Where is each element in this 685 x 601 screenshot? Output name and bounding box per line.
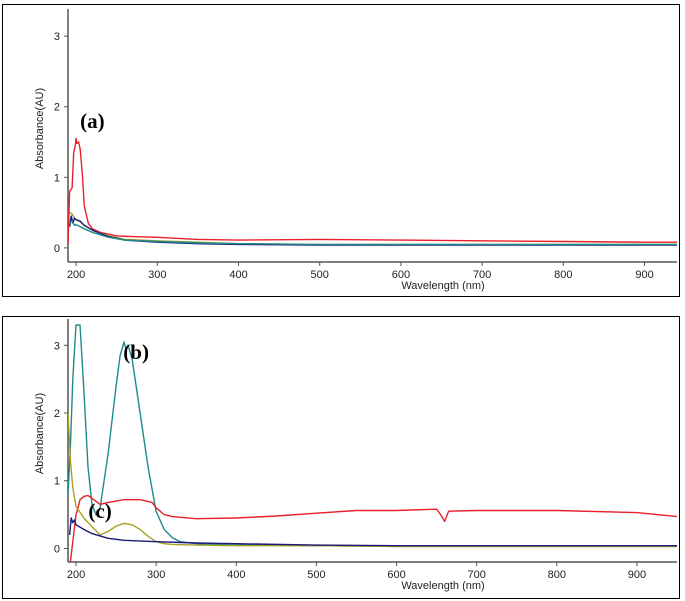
y-tick-label: 1	[54, 476, 60, 488]
x-tick-label: 300	[147, 569, 165, 581]
series-line-0	[68, 137, 677, 245]
series-line-0	[68, 324, 677, 548]
absorbance-chart-a: 200 300 400 500 600 700 800 900 0 1 2 3 Wavelength (…	[34, 9, 677, 292]
x-tick-label: 600	[387, 569, 405, 581]
x-tick-label: 500	[307, 569, 325, 581]
y-tick-label: 3	[54, 31, 60, 43]
y-axis-label: Absorbance(AU)	[34, 88, 46, 169]
y-tick-label: 0	[54, 243, 60, 255]
annotation-0: (a)	[80, 109, 105, 133]
x-tick-label: 800	[554, 269, 572, 281]
x-tick-label: 900	[635, 269, 653, 281]
x-tick-label: 400	[229, 269, 247, 281]
series-line-1	[69, 494, 677, 562]
annotation-0: (b)	[123, 340, 149, 364]
x-tick-label: 900	[628, 569, 646, 581]
y-tick-label: 2	[54, 102, 60, 114]
x-tick-label: 300	[148, 269, 166, 281]
x-tick-label: 800	[548, 569, 566, 581]
y-tick-label: 1	[54, 172, 60, 184]
x-axis-label: Wavelength (nm)	[401, 580, 484, 592]
y-tick-label: 0	[54, 543, 60, 555]
y-axis-label: Absorbance(AU)	[34, 393, 46, 474]
annotation-1: (c)	[88, 499, 111, 523]
series-line-3	[69, 220, 677, 246]
x-tick-label: 200	[67, 569, 85, 581]
x-tick-label: 400	[227, 569, 245, 581]
x-tick-label: 600	[392, 269, 410, 281]
x-tick-label: 700	[473, 269, 491, 281]
chart-panel-a: 200 300 400 500 600 700 800 900 0 1 2 3 Wavelength (…	[2, 4, 680, 297]
chart-panel-bc: 200 300 400 500 600 700 800 900 0 1 2 3 Wavelength (…	[2, 316, 680, 599]
x-tick-label: 200	[67, 269, 85, 281]
x-tick-label: 500	[311, 269, 329, 281]
series-line-3	[68, 517, 677, 547]
series-line-2	[68, 412, 677, 548]
y-tick-label: 2	[54, 408, 60, 420]
absorbance-chart-bc: 200 300 400 500 600 700 800 900 0 1 2 3 Wavelength (…	[34, 319, 677, 592]
y-tick-label: 3	[54, 340, 60, 352]
x-tick-label: 700	[467, 569, 485, 581]
x-axis-label: Wavelength (nm)	[401, 280, 484, 292]
